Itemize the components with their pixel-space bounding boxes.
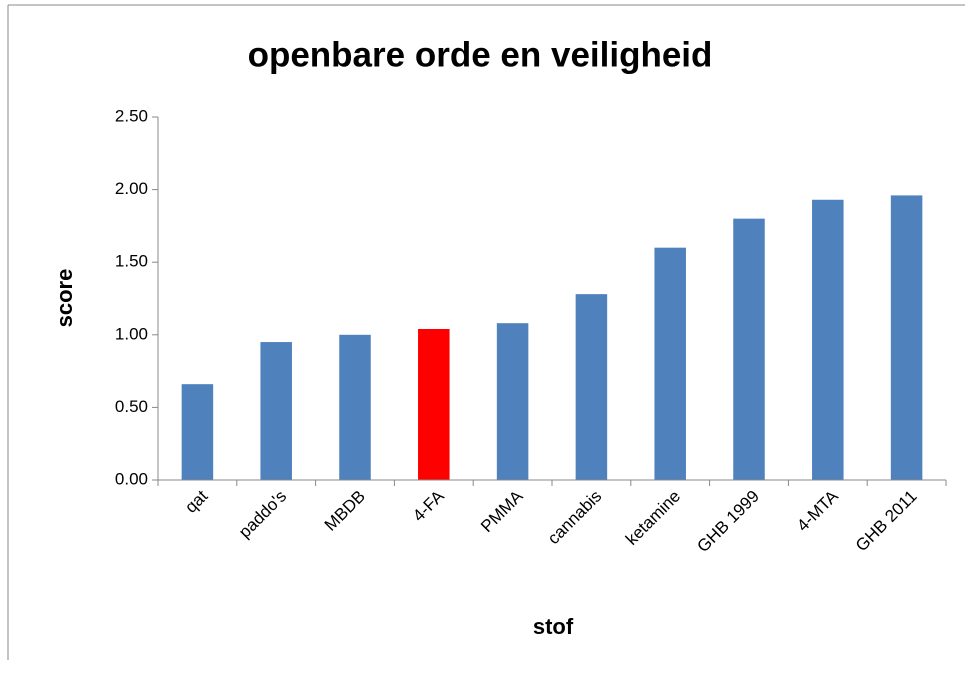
y-axis-title: score — [52, 269, 77, 328]
bar — [575, 294, 608, 480]
x-tick-label: GHB 1999 — [693, 487, 763, 557]
chart-title: openbare orde en veiligheid — [248, 35, 713, 74]
bar — [733, 218, 765, 480]
bar — [890, 195, 923, 480]
y-tick-label: 1.00 — [115, 324, 148, 343]
bar — [496, 323, 529, 480]
bar — [654, 247, 686, 480]
bar — [812, 199, 844, 480]
y-tick-label: 2.50 — [115, 106, 148, 125]
bar — [181, 384, 214, 480]
x-tick-label: ketamine — [622, 487, 684, 549]
bar — [418, 328, 450, 480]
y-tick-label: 1.50 — [115, 252, 148, 271]
x-tick-label: MBDB — [321, 487, 369, 535]
x-tick-label: paddo's — [235, 487, 290, 542]
bar — [339, 334, 371, 480]
x-tick-label: 4-FA — [409, 486, 448, 525]
y-tick-label: 2.00 — [115, 179, 148, 198]
x-axis-title: stof — [533, 614, 574, 639]
y-tick-label: 0.00 — [115, 469, 148, 488]
x-tick-label: cannabis — [544, 487, 606, 549]
x-tick-label: qat — [181, 486, 211, 516]
bar — [260, 342, 292, 480]
y-tick-label: 0.50 — [115, 397, 148, 416]
x-tick-label: PMMA — [477, 486, 527, 536]
x-tick-label: GHB 2011 — [852, 487, 921, 556]
x-tick-label: 4-MTA — [793, 486, 842, 535]
